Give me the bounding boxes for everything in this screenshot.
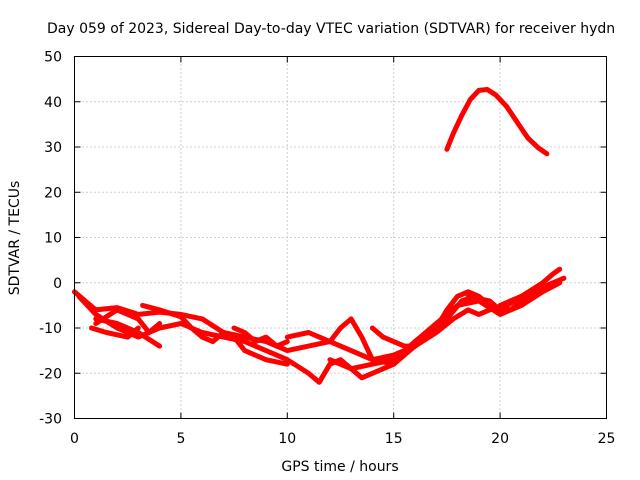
series-track-14: [497, 266, 563, 308]
y-tick-label: 50: [44, 50, 62, 66]
y-tick-label: 30: [44, 140, 62, 156]
y-tick-label: 10: [44, 231, 62, 247]
series-track-10: [369, 325, 418, 349]
x-tick-label: 15: [385, 431, 403, 447]
ticks: 0 5 10 15 20 25 -30 -20 -10 0 10 20 30 40 50: [39, 50, 615, 448]
x-tick-label: 20: [491, 431, 509, 447]
y-axis-label: SDTVAR / TECUs: [7, 181, 23, 296]
y-tick-label: 0: [53, 276, 62, 292]
x-tick-label: 5: [176, 431, 185, 447]
x-axis-label: GPS time / hours: [281, 459, 398, 475]
y-tick-label: -20: [39, 366, 62, 382]
series-track-3: [93, 316, 163, 349]
series-track-1: [72, 289, 503, 367]
series-track-15: [444, 87, 550, 157]
series-track-4: [93, 307, 163, 335]
series-layer: [72, 87, 567, 385]
x-tick-label: 0: [70, 431, 79, 447]
x-tick-label: 10: [278, 431, 296, 447]
y-tick-label: 20: [44, 185, 62, 201]
y-tick-label: -30: [39, 412, 62, 428]
x-tick-label: 25: [598, 431, 616, 447]
chart-title: Day 059 of 2023, Sidereal Day-to-day VTE…: [47, 21, 615, 37]
series-track-5: [89, 325, 141, 340]
series-track-2: [76, 280, 563, 385]
series-track-9: [327, 352, 407, 381]
y-tick-label: -10: [39, 321, 62, 337]
series-track-6: [140, 302, 290, 367]
y-tick-label: 40: [44, 95, 62, 111]
series-track-8: [284, 316, 407, 363]
series-track-7: [231, 325, 290, 349]
